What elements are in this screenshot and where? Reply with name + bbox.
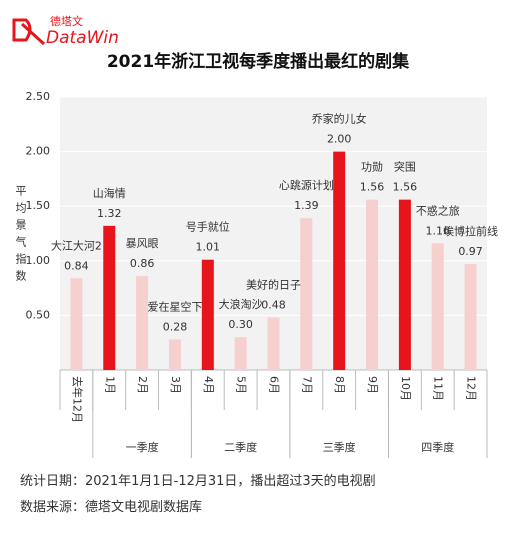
x-tick-label: 2月 <box>136 376 149 394</box>
logo-en: DataWin <box>46 28 119 48</box>
x-tick-label: 3月 <box>169 376 182 394</box>
bar-name: 大江大河2 <box>51 238 102 252</box>
chart: 德塔文 DataWin 2021年浙江卫视每季度播出最红的剧集 0.50 1.00… <box>12 14 498 458</box>
x-tick-label: 9月 <box>366 376 379 394</box>
value-label: 1.56 <box>393 181 418 194</box>
x-tick-label: 1月 <box>103 376 116 394</box>
logo-icon <box>12 18 46 46</box>
x-tick-label: 8月 <box>333 376 346 394</box>
logo-cn: 德塔文 <box>50 14 83 28</box>
bar <box>234 337 247 370</box>
y-tick-label: 2.00 <box>26 145 51 158</box>
bar <box>398 199 411 370</box>
group-label: 三季度 <box>323 440 356 454</box>
group-label: 四季度 <box>421 440 454 454</box>
value-label: 0.30 <box>228 318 253 331</box>
bar-name: 埃博拉前线 <box>443 224 498 238</box>
bar-name: 暴风眼 <box>126 237 159 250</box>
y-tick-label: 2.50 <box>26 90 51 103</box>
value-label: 0.84 <box>64 259 89 272</box>
bar-name: 号手就位 <box>186 220 230 234</box>
value-label: 1.39 <box>294 199 319 212</box>
bar <box>464 264 477 370</box>
group-label: 一季度 <box>126 440 159 454</box>
bar <box>103 225 116 370</box>
footer-note: 数据来源：德塔文电视剧数据库 <box>20 500 203 515</box>
bar-name: 爱在星空下 <box>147 299 202 313</box>
bar-name: 山海情 <box>93 186 126 200</box>
value-label: 0.97 <box>458 245 483 258</box>
bar-name: 不惑之旅 <box>416 203 460 217</box>
bar-name: 突围 <box>394 160 416 174</box>
value-label: 0.48 <box>261 299 286 312</box>
value-label: 0.28 <box>163 320 188 333</box>
y-tick-label: 1.50 <box>26 199 51 212</box>
value-label: 1.32 <box>97 207 122 220</box>
x-tick-label: 7月 <box>300 376 313 394</box>
x-tick-label: 6月 <box>268 376 281 394</box>
chart-title: 2021年浙江卫视每季度播出最红的剧集 <box>107 51 410 72</box>
bar <box>136 276 149 370</box>
value-label: 1.56 <box>360 181 385 194</box>
bar-name: 大浪淘沙 <box>219 297 263 311</box>
bar <box>201 259 214 370</box>
value-label: 1.16 <box>425 224 450 237</box>
x-tick-label: 11月 <box>432 376 445 401</box>
x-tick-label: 12月 <box>465 376 478 401</box>
bar <box>70 278 83 370</box>
bar <box>431 243 444 370</box>
footer-note: 统计日期：2021年1月1日-12月31日，播出超过3天的电视剧 <box>20 474 376 489</box>
x-tick-label: 10月 <box>399 376 412 401</box>
bar-name: 美好的日子 <box>246 278 301 292</box>
bar-name: 心跳源计划 <box>279 178 334 192</box>
y-tick-label: 1.00 <box>26 254 51 267</box>
bar-name: 乔家的儿女 <box>312 112 367 126</box>
y-axis-label: 平均景气指数 <box>14 185 27 287</box>
bar <box>300 218 313 370</box>
bar <box>267 317 280 370</box>
bar <box>168 339 181 370</box>
bar <box>366 199 379 370</box>
value-label: 0.86 <box>130 257 155 270</box>
group-label: 二季度 <box>224 440 257 454</box>
x-tick-label: 去年12月 <box>70 376 84 423</box>
value-label: 2.00 <box>327 133 352 146</box>
y-tick-label: 0.50 <box>26 308 51 321</box>
bar <box>333 151 346 370</box>
value-label: 1.01 <box>196 241 221 254</box>
x-tick-label: 4月 <box>202 376 215 394</box>
x-tick-label: 5月 <box>235 376 248 394</box>
bar-name: 功勋 <box>361 160 383 174</box>
